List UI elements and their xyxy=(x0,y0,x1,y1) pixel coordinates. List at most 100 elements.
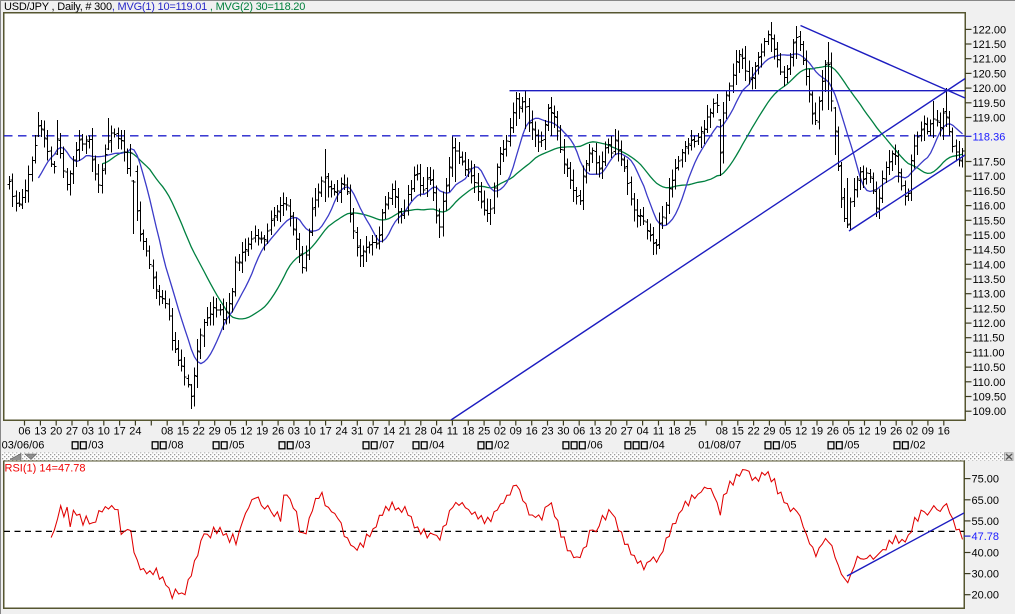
svg-text:26: 26 xyxy=(827,426,839,438)
svg-text:117.50: 117.50 xyxy=(973,157,1006,169)
svg-text:05: 05 xyxy=(224,426,236,438)
svg-text:23: 23 xyxy=(541,426,553,438)
svg-text:120.50: 120.50 xyxy=(973,68,1007,80)
svg-text:26: 26 xyxy=(890,426,902,438)
svg-text:13: 13 xyxy=(589,426,601,438)
svg-text:/04: /04 xyxy=(429,440,444,452)
svg-text:26: 26 xyxy=(272,426,284,438)
svg-text:/05: /05 xyxy=(781,440,796,452)
svg-text:55.00: 55.00 xyxy=(972,516,1000,528)
svg-text:113.00: 113.00 xyxy=(973,289,1006,301)
svg-text:16: 16 xyxy=(938,426,950,438)
svg-text:115.50: 115.50 xyxy=(973,215,1006,227)
svg-text:14: 14 xyxy=(383,426,395,438)
svg-text:12: 12 xyxy=(795,426,807,438)
svg-text:24: 24 xyxy=(129,426,141,438)
svg-text:08: 08 xyxy=(716,426,728,438)
svg-text:03: 03 xyxy=(288,426,300,438)
svg-text:27: 27 xyxy=(621,426,633,438)
svg-text:USD/JPY , Daily, # 300, MVG(1): USD/JPY , Daily, # 300, MVG(1) 10=119.01… xyxy=(4,1,305,13)
svg-text:20: 20 xyxy=(50,426,62,438)
svg-text:12: 12 xyxy=(240,426,252,438)
svg-text:31: 31 xyxy=(351,426,363,438)
svg-text:30.00: 30.00 xyxy=(972,569,1000,581)
svg-text:15: 15 xyxy=(732,426,744,438)
svg-text:30: 30 xyxy=(557,426,569,438)
svg-text:118.36: 118.36 xyxy=(973,131,1006,143)
svg-text:109.50: 109.50 xyxy=(973,392,1007,404)
svg-text:10: 10 xyxy=(304,426,316,438)
svg-text:07: 07 xyxy=(367,426,379,438)
svg-text:21: 21 xyxy=(399,426,411,438)
svg-text:116.50: 116.50 xyxy=(973,186,1006,198)
svg-text:18: 18 xyxy=(462,426,474,438)
svg-text:02: 02 xyxy=(906,426,918,438)
svg-text:05: 05 xyxy=(779,426,791,438)
svg-text:20.00: 20.00 xyxy=(972,590,1000,602)
svg-text:04: 04 xyxy=(430,426,442,438)
svg-text:19: 19 xyxy=(811,426,823,438)
svg-text:17: 17 xyxy=(113,426,125,438)
svg-text:120.00: 120.00 xyxy=(973,83,1007,95)
svg-text:47.78: 47.78 xyxy=(972,531,1000,543)
svg-text:10: 10 xyxy=(98,426,110,438)
svg-text:27: 27 xyxy=(66,426,78,438)
svg-text:15: 15 xyxy=(177,426,189,438)
svg-text:/04: /04 xyxy=(649,440,664,452)
svg-text:06: 06 xyxy=(573,426,585,438)
svg-text:RSI(1) 14=47.78: RSI(1) 14=47.78 xyxy=(5,463,86,475)
svg-text:/06: /06 xyxy=(587,440,602,452)
svg-text:/02: /02 xyxy=(910,440,925,452)
svg-text:/08: /08 xyxy=(168,440,183,452)
svg-text:18: 18 xyxy=(668,426,680,438)
svg-text:03: 03 xyxy=(82,426,94,438)
svg-text:02: 02 xyxy=(494,426,506,438)
svg-text:/02: /02 xyxy=(494,440,509,452)
svg-text:13: 13 xyxy=(34,426,46,438)
svg-text:122.00: 122.00 xyxy=(973,24,1007,36)
svg-text:/03: /03 xyxy=(295,440,310,452)
svg-text:40.00: 40.00 xyxy=(972,548,1000,560)
svg-text:121.50: 121.50 xyxy=(973,39,1007,51)
svg-text:117.00: 117.00 xyxy=(973,171,1006,183)
svg-text:17: 17 xyxy=(319,426,331,438)
svg-text:11: 11 xyxy=(447,426,458,438)
svg-text:75.00: 75.00 xyxy=(972,474,1000,486)
svg-text:22: 22 xyxy=(747,426,759,438)
svg-text:112.00: 112.00 xyxy=(973,318,1006,330)
svg-text:11: 11 xyxy=(653,426,664,438)
svg-text:/05: /05 xyxy=(229,440,244,452)
svg-text:119.50: 119.50 xyxy=(973,98,1006,110)
svg-text:24: 24 xyxy=(335,426,347,438)
svg-text:09: 09 xyxy=(510,426,522,438)
svg-text:110.00: 110.00 xyxy=(973,377,1006,389)
svg-text:111.00: 111.00 xyxy=(973,347,1005,359)
svg-text:09: 09 xyxy=(922,426,934,438)
svg-text:12: 12 xyxy=(858,426,870,438)
svg-text:29: 29 xyxy=(209,426,221,438)
svg-text:05: 05 xyxy=(843,426,855,438)
svg-text:111.50: 111.50 xyxy=(973,333,1005,345)
svg-text:115.00: 115.00 xyxy=(973,230,1006,242)
svg-text:06: 06 xyxy=(18,426,30,438)
svg-text:65.00: 65.00 xyxy=(972,495,1000,507)
svg-text:19: 19 xyxy=(256,426,268,438)
svg-text:29: 29 xyxy=(763,426,775,438)
svg-text:01/08/07: 01/08/07 xyxy=(698,440,741,452)
svg-text:119.00: 119.00 xyxy=(973,113,1006,125)
svg-text:121.00: 121.00 xyxy=(973,54,1007,66)
svg-text:116.00: 116.00 xyxy=(973,201,1006,213)
svg-text:/05: /05 xyxy=(844,440,859,452)
svg-text:16: 16 xyxy=(526,426,538,438)
svg-text:08: 08 xyxy=(161,426,173,438)
svg-text:114.50: 114.50 xyxy=(973,245,1006,257)
svg-text:113.50: 113.50 xyxy=(973,274,1006,286)
svg-text:22: 22 xyxy=(193,426,205,438)
svg-text:110.50: 110.50 xyxy=(973,362,1006,374)
svg-text:25: 25 xyxy=(684,426,696,438)
svg-text:/03: /03 xyxy=(88,440,103,452)
svg-text:/07: /07 xyxy=(379,440,394,452)
svg-text:28: 28 xyxy=(415,426,427,438)
svg-text:109.00: 109.00 xyxy=(973,406,1007,418)
svg-text:20: 20 xyxy=(605,426,617,438)
